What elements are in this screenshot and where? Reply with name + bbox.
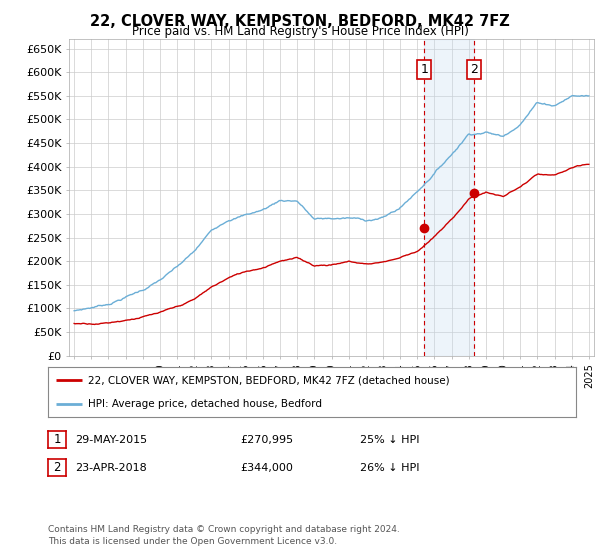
- Text: HPI: Average price, detached house, Bedford: HPI: Average price, detached house, Bedf…: [88, 399, 322, 409]
- Text: £344,000: £344,000: [240, 463, 293, 473]
- Bar: [424, 39, 474, 356]
- Text: 1: 1: [421, 63, 428, 76]
- Text: 2: 2: [53, 461, 61, 474]
- Text: Price paid vs. HM Land Registry's House Price Index (HPI): Price paid vs. HM Land Registry's House …: [131, 25, 469, 38]
- Text: 22, CLOVER WAY, KEMPSTON, BEDFORD, MK42 7FZ: 22, CLOVER WAY, KEMPSTON, BEDFORD, MK42 …: [90, 14, 510, 29]
- Text: 26% ↓ HPI: 26% ↓ HPI: [360, 463, 419, 473]
- Text: 1: 1: [53, 433, 61, 446]
- Text: 25% ↓ HPI: 25% ↓ HPI: [360, 435, 419, 445]
- Text: 2: 2: [470, 63, 478, 76]
- Text: £270,995: £270,995: [240, 435, 293, 445]
- Text: Contains HM Land Registry data © Crown copyright and database right 2024.
This d: Contains HM Land Registry data © Crown c…: [48, 525, 400, 546]
- Text: 23-APR-2018: 23-APR-2018: [75, 463, 147, 473]
- Text: 22, CLOVER WAY, KEMPSTON, BEDFORD, MK42 7FZ (detached house): 22, CLOVER WAY, KEMPSTON, BEDFORD, MK42 …: [88, 375, 449, 385]
- Text: 29-MAY-2015: 29-MAY-2015: [75, 435, 147, 445]
